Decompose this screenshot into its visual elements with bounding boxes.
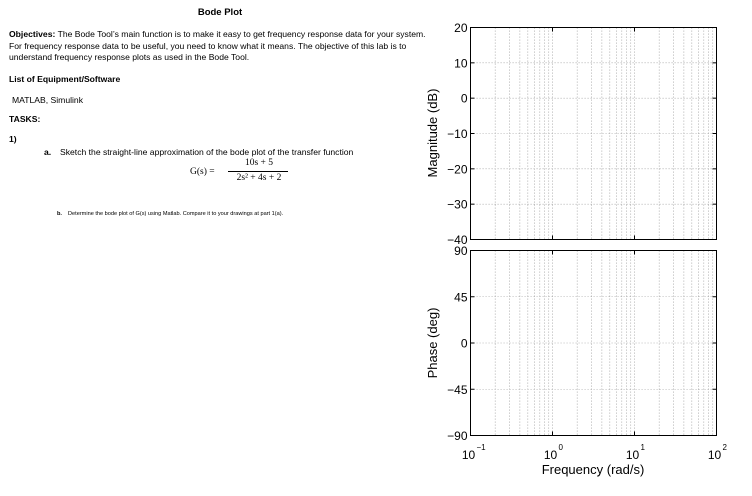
- phase-y-tick-label: 90: [454, 244, 468, 258]
- phase-y-ticks: 90 45 0 −45 −90: [447, 244, 717, 443]
- x-tick-label-base: 10: [708, 448, 722, 462]
- x-tick-label-exponent: 0: [559, 443, 564, 452]
- equipment-items: MATLAB, Simulink: [12, 95, 83, 105]
- magnitude-y-tick-label: 10: [454, 56, 468, 70]
- x-tick-label-exponent: −1: [477, 443, 487, 452]
- frequency-axis-label: Frequency (rad/s): [542, 462, 645, 477]
- phase-axis-label: Phase (deg): [425, 308, 440, 379]
- x-tick-label-base: 10: [462, 448, 476, 462]
- equipment-heading: List of Equipment/Software: [9, 74, 121, 84]
- task-a-label: a.: [44, 147, 52, 157]
- phase-y-tick-label: 0: [461, 337, 468, 351]
- magnitude-grid: [470, 27, 717, 240]
- x-tick-label-exponent: 2: [723, 443, 728, 452]
- magnitude-y-tick-label: 20: [454, 21, 468, 35]
- magnitude-y-tick-label: 0: [461, 92, 468, 106]
- phase-y-tick-label: −45: [447, 383, 468, 397]
- objectives-label: Objectives:: [9, 29, 56, 39]
- fraction-bar: [228, 171, 288, 172]
- task-b-text: Determine the bode plot of G(s) using Ma…: [68, 211, 284, 217]
- task-b-label: b.: [57, 211, 62, 217]
- magnitude-y-tick-label: −40: [447, 233, 468, 247]
- magnitude-y-tick-label: −20: [447, 162, 468, 176]
- task-number: 1): [9, 134, 17, 144]
- phase-y-tick-label: −90: [447, 429, 468, 443]
- task-a-text: Sketch the straight-line approximation o…: [60, 147, 354, 157]
- tasks-heading: TASKS:: [9, 114, 41, 124]
- x-tick-label-base: 10: [626, 448, 640, 462]
- phase-y-tick-label: 45: [454, 290, 468, 304]
- x-tick-label-base: 10: [544, 448, 558, 462]
- x-tick-label-exponent: 1: [641, 443, 646, 452]
- objectives-text: The Bode Tool’s main function is to make…: [9, 29, 426, 62]
- transfer-function-denominator: 2s² + 4s + 2: [236, 173, 282, 183]
- phase-grid: [470, 250, 717, 436]
- document-title: Bode Plot: [197, 7, 243, 18]
- transfer-function-numerator: 10s + 5: [244, 158, 274, 168]
- document-page: Bode Plot Objectives: The Bode Tool’s ma…: [9, 7, 437, 217]
- transfer-function-lhs: G(s) =: [190, 167, 215, 177]
- magnitude-axis-label: Magnitude (dB): [425, 89, 440, 178]
- magnitude-y-ticks: 20 10 0 −10 −20 −30 −40: [447, 21, 717, 247]
- magnitude-y-tick-label: −10: [447, 127, 468, 141]
- magnitude-y-tick-label: −30: [447, 198, 468, 212]
- objectives-paragraph: Objectives: The Bode Tool’s main functio…: [9, 29, 437, 64]
